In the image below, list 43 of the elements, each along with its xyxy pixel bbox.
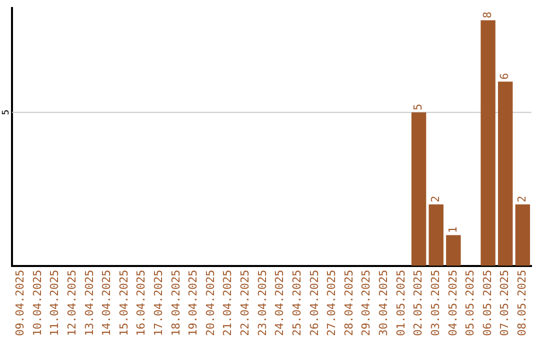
x-tick-label: 29.04.2025 bbox=[360, 270, 373, 336]
x-tick-label: 28.04.2025 bbox=[342, 270, 356, 336]
x-tick-label: 16.04.2025 bbox=[134, 270, 148, 336]
x-tick-label: 04.05.2025 bbox=[446, 270, 460, 336]
ref-line-label: 5 bbox=[1, 110, 12, 116]
x-tick-label: 06.05.2025 bbox=[480, 270, 494, 336]
bar bbox=[428, 204, 444, 266]
x-tick-label: 03.05.2025 bbox=[428, 270, 442, 336]
data-label: 2 bbox=[516, 196, 529, 202]
x-tick-label: 12.04.2025 bbox=[65, 270, 78, 336]
x-tick-label: 07.05.2025 bbox=[498, 270, 512, 336]
data-label: 6 bbox=[498, 73, 512, 80]
x-tick-label: 17.04.2025 bbox=[152, 270, 165, 336]
x-tick-label: 18.04.2025 bbox=[169, 270, 182, 336]
x-tick-label: 25.04.2025 bbox=[290, 270, 304, 336]
data-label: 5 bbox=[412, 104, 425, 110]
x-tick-label: 15.04.2025 bbox=[117, 270, 130, 336]
x-tick-label: 08.05.2025 bbox=[516, 270, 529, 336]
bar bbox=[498, 82, 513, 266]
x-tick-label: 09.04.2025 bbox=[14, 270, 27, 336]
bar bbox=[446, 235, 461, 266]
x-tick-label: 26.04.2025 bbox=[308, 270, 321, 336]
bar bbox=[515, 204, 530, 266]
x-tick-label: 21.04.2025 bbox=[221, 270, 234, 336]
x-tick-label: 22.04.2025 bbox=[238, 270, 252, 336]
data-label: 8 bbox=[480, 12, 494, 18]
x-tick-label: 23.04.2025 bbox=[256, 270, 269, 336]
x-tick-label: 27.04.2025 bbox=[325, 270, 338, 336]
x-tick-label: 20.04.2025 bbox=[204, 270, 217, 336]
x-tick-label: 30.04.2025 bbox=[377, 270, 390, 336]
x-tick-label: 05.05.2025 bbox=[464, 270, 477, 336]
x-tick-label: 02.05.2025 bbox=[412, 270, 425, 336]
x-tick-label: 14.04.2025 bbox=[100, 270, 114, 336]
data-label: 2 bbox=[428, 196, 442, 202]
x-tick-label: 19.04.2025 bbox=[186, 270, 200, 336]
x-tick-label: 24.04.2025 bbox=[273, 270, 286, 336]
x-tick-label: 13.04.2025 bbox=[82, 270, 96, 336]
data-label: 1 bbox=[446, 226, 460, 234]
x-tick-label: 01.05.2025 bbox=[394, 270, 408, 336]
bar bbox=[411, 112, 426, 266]
x-tick-label: 11.04.2025 bbox=[48, 270, 62, 336]
x-tick-label: 10.04.2025 bbox=[30, 270, 44, 336]
bar bbox=[480, 20, 496, 266]
